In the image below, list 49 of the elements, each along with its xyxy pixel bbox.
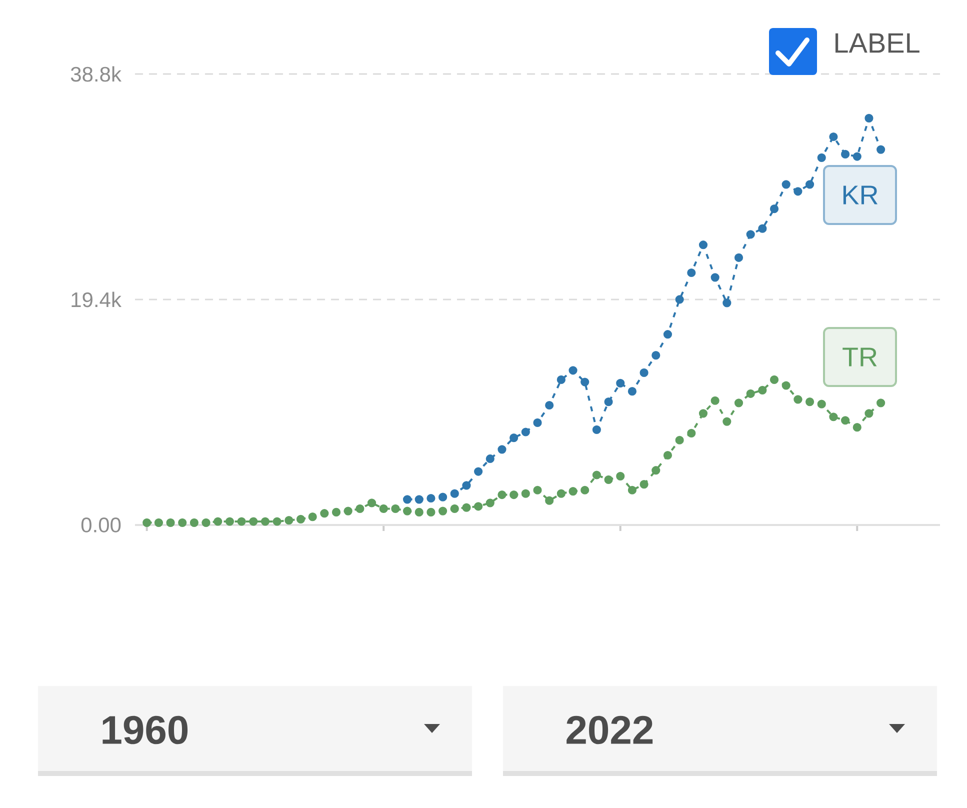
y-tick-label: 19.4k <box>72 292 122 308</box>
point <box>616 378 625 388</box>
point <box>746 230 755 239</box>
y-tick-label: 0.00 <box>81 518 121 532</box>
series-label: TR <box>842 348 877 366</box>
point <box>687 268 696 278</box>
point <box>840 150 850 158</box>
point <box>794 187 802 196</box>
point <box>852 152 862 161</box>
point <box>628 387 637 396</box>
series-label: KR <box>843 186 878 204</box>
y-tick-label: 38.8k <box>70 66 122 82</box>
point <box>758 224 767 233</box>
point <box>876 145 886 154</box>
text: LABEL <box>835 33 920 53</box>
point <box>722 298 732 308</box>
point <box>462 481 471 490</box>
point <box>817 153 826 162</box>
point <box>698 240 708 250</box>
point <box>498 445 506 454</box>
point <box>426 494 436 503</box>
point <box>805 180 814 189</box>
point <box>402 495 412 504</box>
point <box>663 330 672 339</box>
point <box>592 425 601 434</box>
point <box>438 492 448 502</box>
point <box>734 253 744 262</box>
point <box>770 204 779 214</box>
point <box>414 495 424 504</box>
point <box>604 397 613 406</box>
point <box>474 467 483 476</box>
point <box>533 418 542 427</box>
point <box>486 454 494 464</box>
point <box>652 350 660 360</box>
point <box>782 180 790 189</box>
point <box>450 489 459 498</box>
text: 1960 <box>102 716 188 744</box>
point <box>640 368 648 378</box>
point <box>675 295 684 304</box>
point <box>829 132 838 142</box>
point <box>545 400 554 410</box>
point <box>521 428 530 436</box>
point <box>580 378 590 386</box>
point <box>556 375 566 384</box>
point <box>864 114 874 122</box>
text: 2022 <box>566 716 653 744</box>
point <box>568 366 578 375</box>
point <box>710 273 720 282</box>
point <box>510 434 518 442</box>
